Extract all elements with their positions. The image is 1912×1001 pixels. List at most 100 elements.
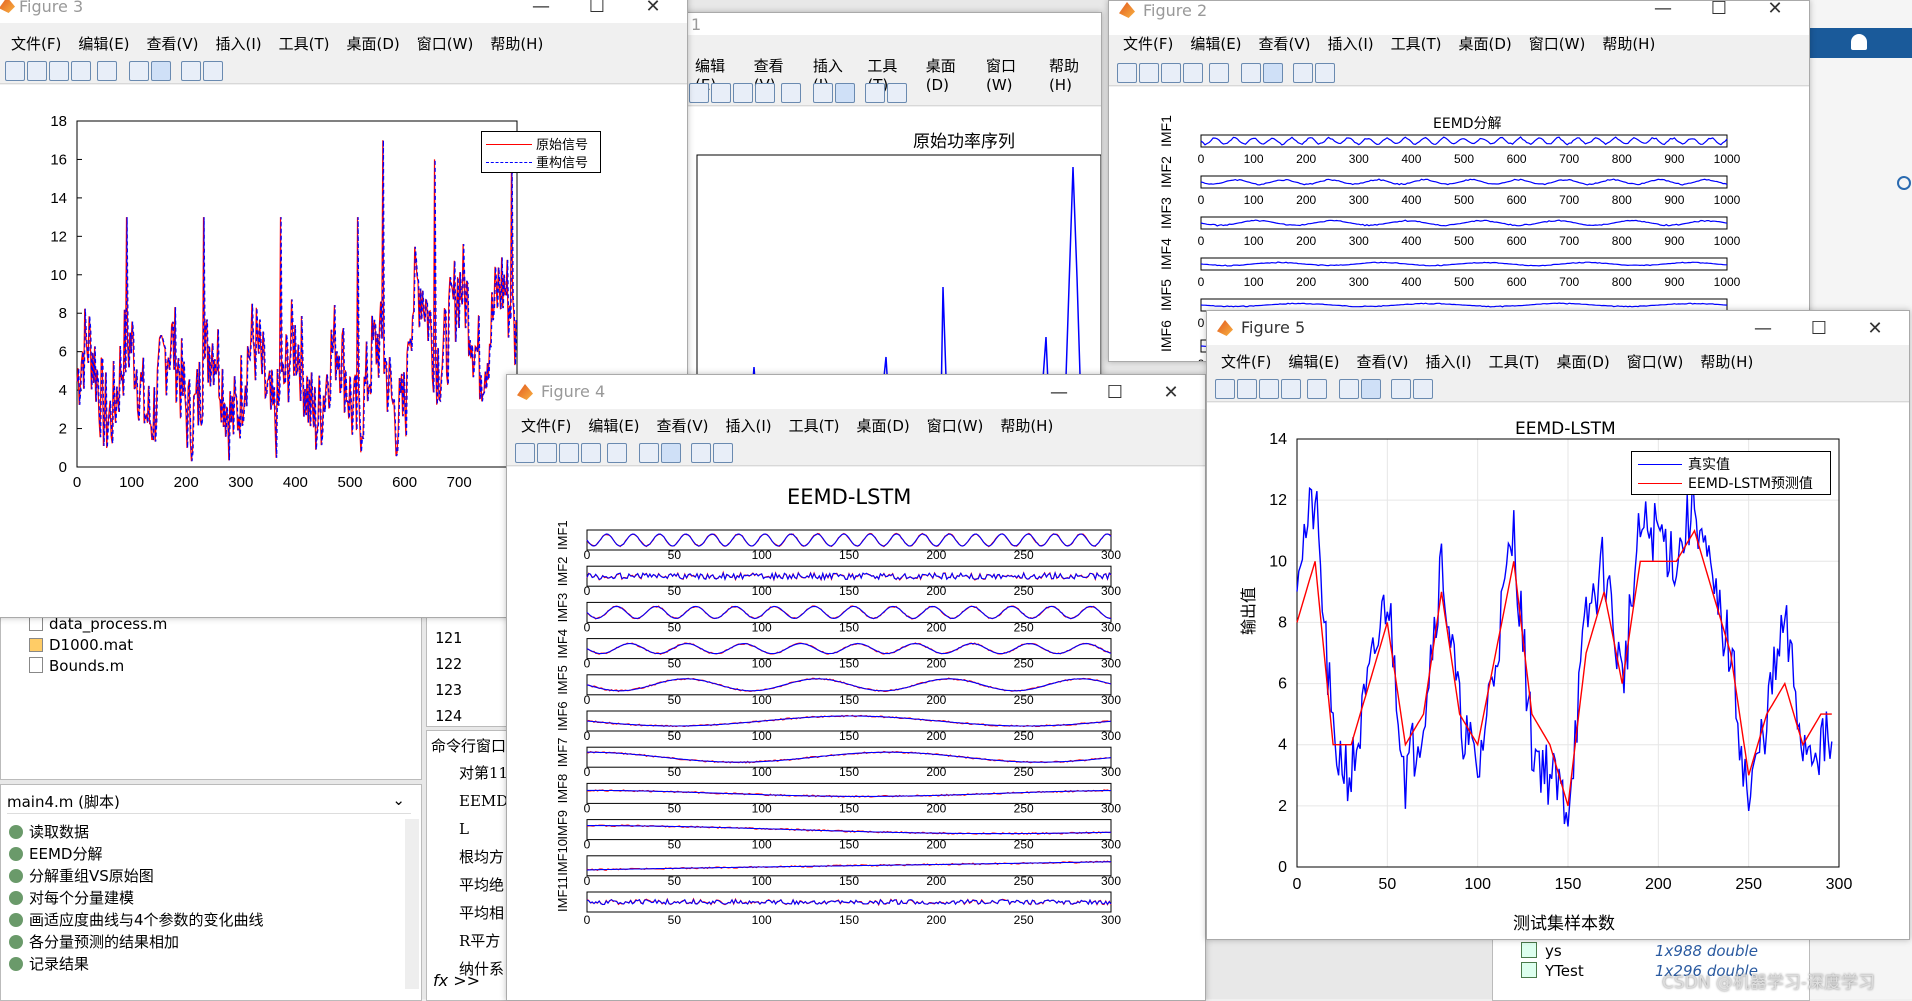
maximize-button[interactable]: ☐ — [1810, 318, 1828, 339]
menu-item[interactable]: 查看(V) — [1356, 353, 1409, 371]
colorbar-icon[interactable] — [1339, 379, 1359, 399]
legend-icon[interactable] — [835, 83, 855, 103]
pointer-icon[interactable] — [1293, 63, 1313, 83]
figure-5-window[interactable]: Figure 5 — ☐ ✕ 文件(F) 编辑(E) 查看(V) 插入(I) 工具(T) 桌面… — [1206, 310, 1910, 940]
section-item[interactable]: 记录结果 — [9, 953, 264, 975]
print-icon[interactable] — [1183, 63, 1203, 83]
new-file-icon[interactable] — [5, 61, 25, 81]
menu-item[interactable]: 工具(T) — [1488, 353, 1540, 371]
menu-item[interactable]: 帮助(H) — [1048, 57, 1079, 94]
menu-item[interactable]: 帮助(H) — [490, 35, 544, 53]
save-icon[interactable] — [1259, 379, 1279, 399]
command-window[interactable]: 命令行窗口 对第11 EEMD-L 根均方 平均绝 平均相 R平方 纳什系 fx… — [426, 730, 514, 1001]
menu-item[interactable]: 工具(T) — [278, 35, 330, 53]
menu-item[interactable]: 编辑(E) — [78, 35, 130, 53]
menu-item[interactable]: 帮助(H) — [1700, 353, 1754, 371]
legend-icon[interactable] — [661, 443, 681, 463]
menu-item[interactable]: 编辑(E) — [695, 57, 726, 94]
maximize-button[interactable]: ☐ — [588, 0, 606, 17]
pointer-icon[interactable] — [181, 61, 201, 81]
menu-item[interactable]: 桌面(D) — [1458, 35, 1512, 53]
menu-item[interactable]: 工具(T) — [788, 417, 840, 435]
menu-item[interactable]: 查看(V) — [146, 35, 199, 53]
menu-item[interactable]: 桌面(D) — [925, 57, 956, 94]
menu-item[interactable]: 文件(F) — [11, 35, 62, 53]
link-icon[interactable] — [781, 83, 801, 103]
print-icon[interactable] — [581, 443, 601, 463]
print-icon[interactable] — [1281, 379, 1301, 399]
section-item[interactable]: 分解重组VS原始图 — [9, 865, 264, 887]
workspace-row[interactable]: ys — [1521, 942, 1562, 960]
bell-icon[interactable] — [1851, 34, 1867, 50]
menu-item[interactable]: 查看(V) — [656, 417, 709, 435]
menu-item[interactable]: 编辑(E) — [1288, 353, 1340, 371]
section-item[interactable]: 各分量预测的结果相加 — [9, 931, 264, 953]
file-item[interactable]: Bounds.m — [29, 657, 167, 678]
menu-item[interactable]: 插入(I) — [1425, 353, 1472, 371]
section-item[interactable]: 对每个分量建模 — [9, 887, 264, 909]
menu-item[interactable]: 插入(I) — [1327, 35, 1374, 53]
script-header[interactable]: main4.m (脚本) ⌄ — [7, 791, 411, 814]
menu-item[interactable]: 帮助(H) — [1602, 35, 1656, 53]
maximize-button[interactable]: ☐ — [1106, 382, 1124, 403]
menu-item[interactable]: 窗口(W) — [416, 35, 474, 53]
minimize-button[interactable]: — — [1654, 0, 1672, 19]
new-file-icon[interactable] — [1117, 63, 1137, 83]
link-icon[interactable] — [97, 61, 117, 81]
open-folder-icon[interactable] — [537, 443, 557, 463]
new-file-icon[interactable] — [689, 83, 709, 103]
menu-item[interactable]: 工具(T) — [1390, 35, 1442, 53]
menu-item[interactable]: 插入(I) — [725, 417, 772, 435]
section-item[interactable]: 画适应度曲线与4个参数的变化曲线 — [9, 909, 264, 931]
menu-item[interactable]: 查看(V) — [1258, 35, 1311, 53]
link-icon[interactable] — [1209, 63, 1229, 83]
close-button[interactable]: ✕ — [1867, 318, 1883, 339]
menu-item[interactable]: 窗口(W) — [1626, 353, 1684, 371]
property-icon[interactable] — [887, 83, 907, 103]
menu-item[interactable]: 工具(T) — [867, 57, 898, 94]
menu-item[interactable]: 编辑(E) — [1190, 35, 1242, 53]
menu-item[interactable]: 窗口(W) — [1528, 35, 1586, 53]
close-button[interactable]: ✕ — [1767, 0, 1783, 19]
property-icon[interactable] — [203, 61, 223, 81]
menu-item[interactable]: 桌面(D) — [856, 417, 910, 435]
save-icon[interactable] — [733, 83, 753, 103]
menu-item[interactable]: 窗口(W) — [985, 57, 1016, 94]
menu-item[interactable]: 文件(F) — [521, 417, 572, 435]
legend-icon[interactable] — [151, 61, 171, 81]
menu-item[interactable]: 插入(I) — [215, 35, 262, 53]
property-icon[interactable] — [1315, 63, 1335, 83]
file-item[interactable]: data_process.m — [29, 615, 167, 636]
scrollbar[interactable] — [405, 819, 419, 989]
link-icon[interactable] — [1307, 379, 1327, 399]
menu-item[interactable]: 编辑(E) — [588, 417, 640, 435]
figure-1-window[interactable]: 1 编辑(E) 查看(V) 插入(I) 工具(T) 桌面(D) 窗口(W) 帮助(H) 原始… — [680, 12, 1102, 414]
menu-item[interactable]: 帮助(H) — [1000, 417, 1054, 435]
open-folder-icon[interactable] — [1237, 379, 1257, 399]
minimize-button[interactable]: — — [532, 0, 550, 17]
file-item[interactable]: D1000.mat — [29, 636, 167, 657]
colorbar-icon[interactable] — [639, 443, 659, 463]
pointer-icon[interactable] — [691, 443, 711, 463]
search-icon[interactable] — [1897, 176, 1911, 190]
legend-icon[interactable] — [1361, 379, 1381, 399]
menu-item[interactable]: 桌面(D) — [346, 35, 400, 53]
save-icon[interactable] — [559, 443, 579, 463]
print-icon[interactable] — [71, 61, 91, 81]
pointer-icon[interactable] — [1391, 379, 1411, 399]
menu-item[interactable]: 桌面(D) — [1556, 353, 1610, 371]
pointer-icon[interactable] — [865, 83, 885, 103]
colorbar-icon[interactable] — [813, 83, 833, 103]
cmd-prompt[interactable]: fx >> — [433, 971, 480, 990]
close-button[interactable]: ✕ — [645, 0, 661, 17]
new-file-icon[interactable] — [1215, 379, 1235, 399]
workspace-row[interactable]: YTest — [1521, 962, 1584, 980]
chevron-down-icon[interactable]: ⌄ — [392, 791, 405, 809]
link-icon[interactable] — [607, 443, 627, 463]
open-folder-icon[interactable] — [1139, 63, 1159, 83]
open-folder-icon[interactable] — [711, 83, 731, 103]
maximize-button[interactable]: ☐ — [1710, 0, 1728, 19]
menu-item[interactable]: 插入(I) — [812, 57, 843, 94]
close-button[interactable]: ✕ — [1163, 382, 1179, 403]
save-icon[interactable] — [1161, 63, 1181, 83]
